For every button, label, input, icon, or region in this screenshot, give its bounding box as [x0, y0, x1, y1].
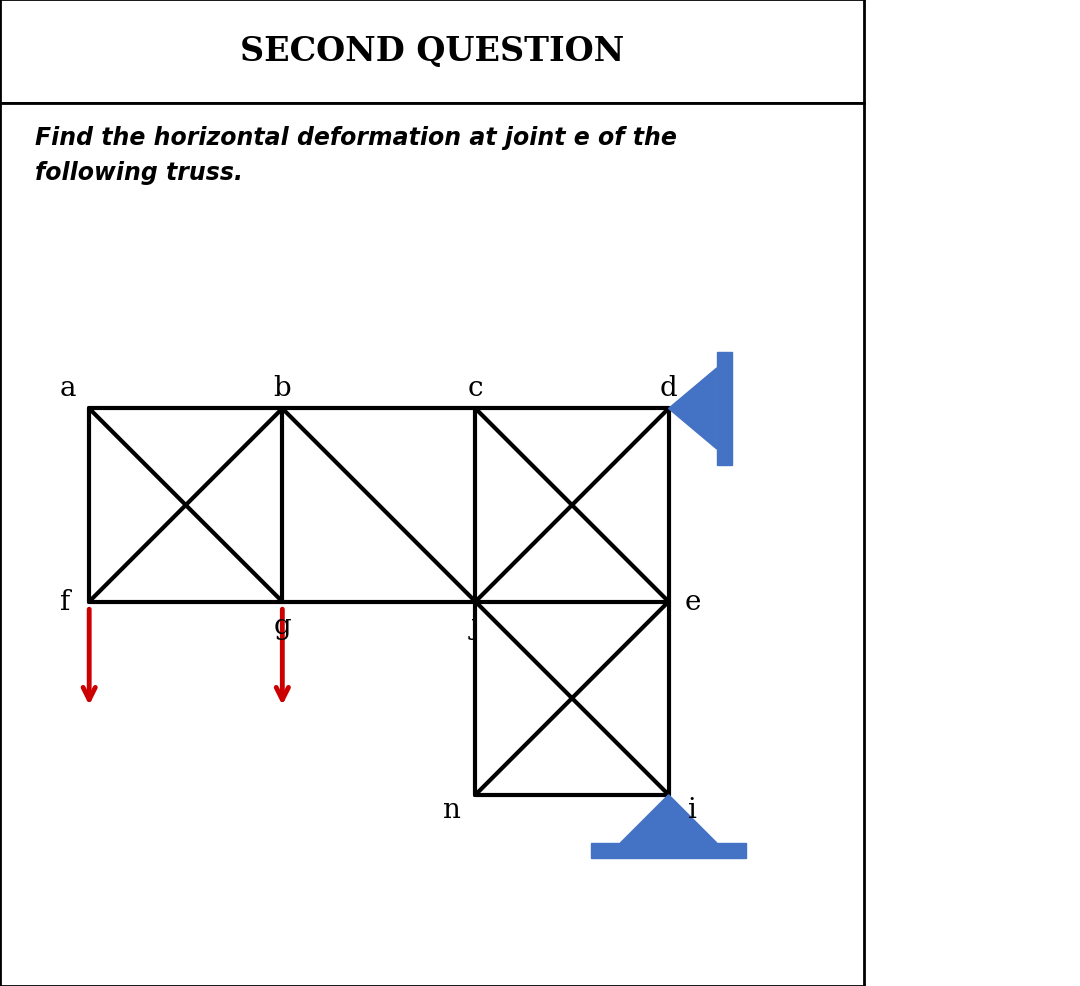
- Text: c: c: [468, 375, 483, 401]
- Text: Find the horizontal deformation at joint e of the: Find the horizontal deformation at joint…: [35, 125, 676, 150]
- Text: SECOND QUESTION: SECOND QUESTION: [240, 35, 624, 68]
- Text: j: j: [471, 612, 480, 640]
- Text: f: f: [59, 589, 70, 615]
- Text: following truss.: following truss.: [35, 161, 243, 184]
- Text: i: i: [688, 796, 698, 823]
- Text: b: b: [273, 375, 292, 401]
- Polygon shape: [669, 369, 717, 450]
- Text: n: n: [443, 796, 460, 823]
- Polygon shape: [620, 795, 717, 843]
- Text: e: e: [685, 589, 701, 615]
- Bar: [717, 352, 732, 465]
- Text: g: g: [273, 612, 292, 640]
- Bar: [592, 843, 746, 859]
- Text: d: d: [660, 375, 677, 401]
- Text: a: a: [59, 375, 77, 401]
